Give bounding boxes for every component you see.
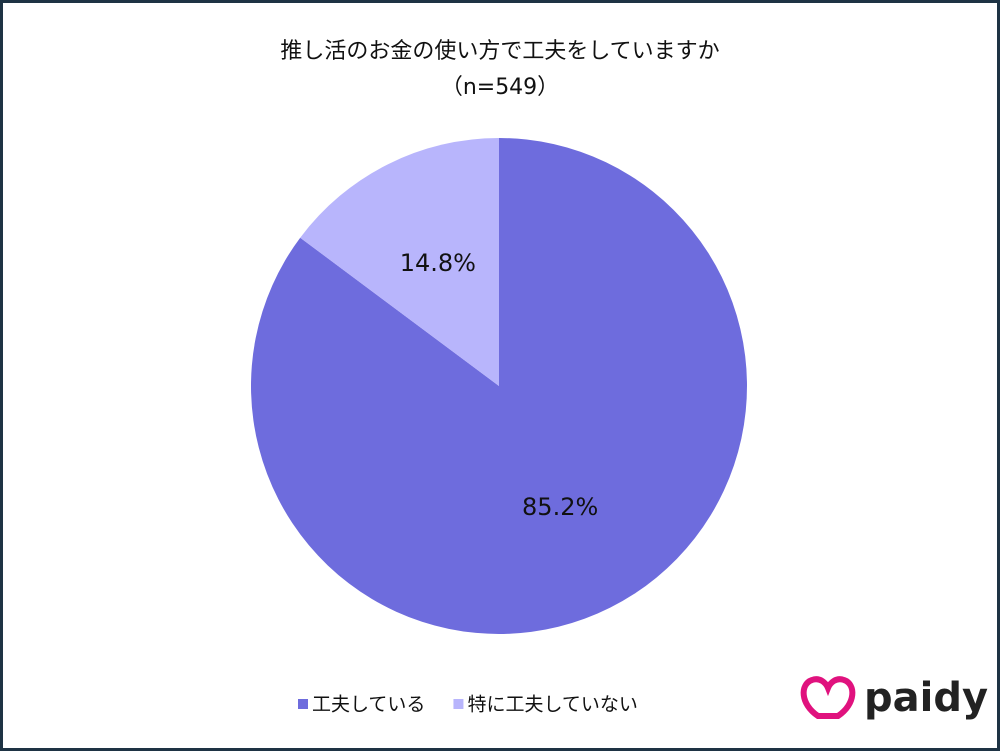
logo-icon bbox=[800, 676, 856, 719]
chart-subtitle: （n=549） bbox=[441, 75, 559, 100]
logo: paidy bbox=[800, 675, 988, 721]
legend-swatch bbox=[453, 699, 464, 709]
data-label: 85.2% bbox=[522, 493, 598, 521]
legend-label: 工夫している bbox=[312, 694, 425, 716]
data-label: 14.8% bbox=[400, 249, 476, 277]
logo-text: paidy bbox=[864, 675, 988, 721]
legend-swatch bbox=[298, 699, 308, 709]
legend-label: 特に工夫していない bbox=[467, 694, 637, 716]
pie-slice bbox=[300, 138, 499, 386]
chart-title: 推し活のお金の使い方で工夫をしていますか bbox=[280, 39, 719, 64]
